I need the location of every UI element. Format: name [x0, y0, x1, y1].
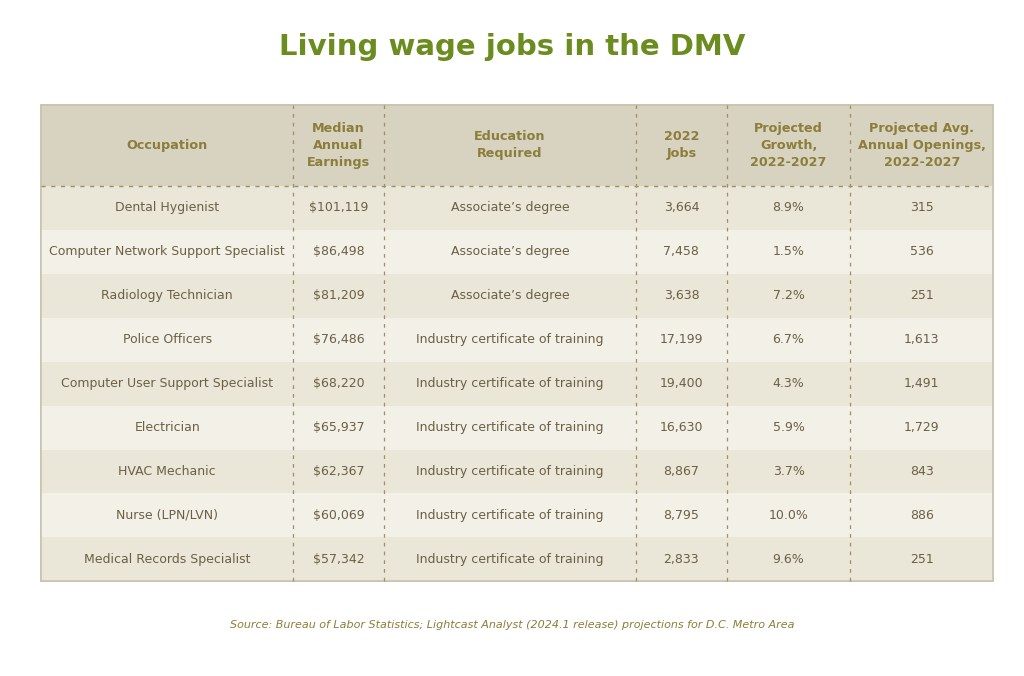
- Text: Associate’s degree: Associate’s degree: [451, 289, 569, 302]
- Text: 7.2%: 7.2%: [772, 289, 805, 302]
- Text: 2022
Jobs: 2022 Jobs: [664, 130, 699, 160]
- Text: 5.9%: 5.9%: [772, 421, 805, 434]
- Text: 10.0%: 10.0%: [769, 509, 809, 522]
- Text: 2,833: 2,833: [664, 553, 699, 566]
- Text: 1,491: 1,491: [904, 377, 940, 390]
- Text: Occupation: Occupation: [127, 139, 208, 152]
- Text: Dental Hygienist: Dental Hygienist: [115, 201, 219, 214]
- Text: 843: 843: [910, 465, 934, 478]
- Text: 6.7%: 6.7%: [772, 333, 805, 346]
- Text: Electrician: Electrician: [134, 421, 200, 434]
- Text: Source: Bureau of Labor Statistics; Lightcast Analyst (2024.1 release) projectio: Source: Bureau of Labor Statistics; Ligh…: [229, 621, 795, 630]
- Text: Industry certificate of training: Industry certificate of training: [416, 509, 604, 522]
- Text: Industry certificate of training: Industry certificate of training: [416, 333, 604, 346]
- Text: 1,613: 1,613: [904, 333, 940, 346]
- Text: 8,867: 8,867: [664, 465, 699, 478]
- Text: 7,458: 7,458: [664, 245, 699, 258]
- Text: Radiology Technician: Radiology Technician: [101, 289, 232, 302]
- Text: Industry certificate of training: Industry certificate of training: [416, 377, 604, 390]
- Text: 16,630: 16,630: [659, 421, 703, 434]
- Text: Police Officers: Police Officers: [123, 333, 212, 346]
- Text: Projected Avg.
Annual Openings,
2022-2027: Projected Avg. Annual Openings, 2022-202…: [858, 122, 986, 169]
- Text: 19,400: 19,400: [659, 377, 703, 390]
- Text: Nurse (LPN/LVN): Nurse (LPN/LVN): [116, 509, 218, 522]
- Text: $62,367: $62,367: [312, 465, 365, 478]
- Text: $65,937: $65,937: [312, 421, 365, 434]
- Text: 886: 886: [910, 509, 934, 522]
- Text: 3.7%: 3.7%: [772, 465, 805, 478]
- Text: Associate’s degree: Associate’s degree: [451, 245, 569, 258]
- Text: 1.5%: 1.5%: [772, 245, 805, 258]
- Text: 8.9%: 8.9%: [772, 201, 805, 214]
- Text: Projected
Growth,
2022-2027: Projected Growth, 2022-2027: [751, 122, 826, 169]
- Text: 3,664: 3,664: [664, 201, 699, 214]
- Text: $68,220: $68,220: [312, 377, 365, 390]
- Text: $76,486: $76,486: [312, 333, 365, 346]
- Text: $81,209: $81,209: [312, 289, 365, 302]
- Text: Computer User Support Specialist: Computer User Support Specialist: [61, 377, 273, 390]
- Text: 4.3%: 4.3%: [773, 377, 805, 390]
- Text: Associate’s degree: Associate’s degree: [451, 201, 569, 214]
- Text: 251: 251: [910, 289, 934, 302]
- Text: HVAC Mechanic: HVAC Mechanic: [119, 465, 216, 478]
- Text: 536: 536: [910, 245, 934, 258]
- Text: 1,729: 1,729: [904, 421, 940, 434]
- Text: 8,795: 8,795: [664, 509, 699, 522]
- Text: $86,498: $86,498: [312, 245, 365, 258]
- Text: Computer Network Support Specialist: Computer Network Support Specialist: [49, 245, 285, 258]
- Text: 17,199: 17,199: [659, 333, 703, 346]
- Text: 251: 251: [910, 553, 934, 566]
- Text: 9.6%: 9.6%: [773, 553, 805, 566]
- Text: Median
Annual
Earnings: Median Annual Earnings: [307, 122, 370, 169]
- Text: Industry certificate of training: Industry certificate of training: [416, 465, 604, 478]
- Text: Medical Records Specialist: Medical Records Specialist: [84, 553, 251, 566]
- Text: $57,342: $57,342: [312, 553, 365, 566]
- Text: $101,119: $101,119: [309, 201, 369, 214]
- Text: $60,069: $60,069: [312, 509, 365, 522]
- Text: Education
Required: Education Required: [474, 130, 546, 160]
- Text: 315: 315: [910, 201, 934, 214]
- Text: Industry certificate of training: Industry certificate of training: [416, 553, 604, 566]
- Text: 3,638: 3,638: [664, 289, 699, 302]
- Text: Living wage jobs in the DMV: Living wage jobs in the DMV: [279, 33, 745, 62]
- Text: Industry certificate of training: Industry certificate of training: [416, 421, 604, 434]
